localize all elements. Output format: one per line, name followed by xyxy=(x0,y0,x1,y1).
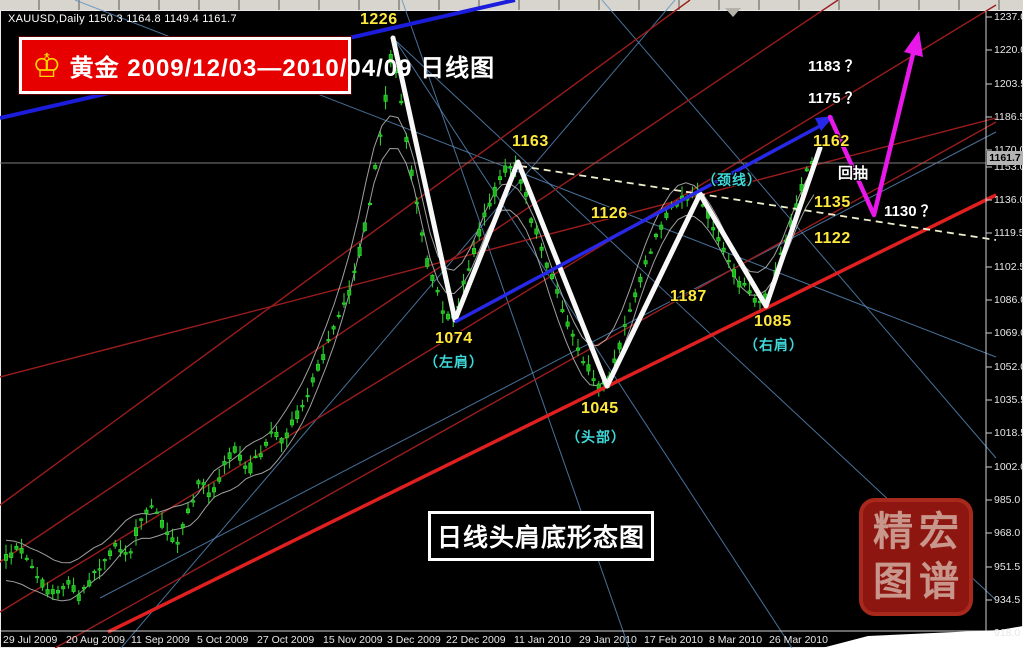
price-tick-label: 1220.0 xyxy=(994,44,1023,56)
price-tick-label: 1052.0 xyxy=(994,361,1023,373)
price-label-1135: 1135 xyxy=(814,194,851,211)
price-axis[interactable]: 1237.0 1220.0 1203.5 1186.5 1170.0 1153.0 1136… xyxy=(986,10,1023,639)
current-price-tag: 1161.7 xyxy=(987,151,1023,165)
price-tick-label: 1018.5 xyxy=(994,427,1023,439)
price-tick-label: 1237.0 xyxy=(994,11,1023,23)
price-label-1126: 1126 xyxy=(591,205,628,222)
crown-icon: ♔ xyxy=(32,46,62,84)
neckline-label: （颈线） xyxy=(702,172,762,188)
pattern-name-box: 日线头肩底形态图 xyxy=(428,511,654,561)
price-label-1187: 1187 xyxy=(670,288,707,305)
price-label-1226: 1226 xyxy=(360,11,398,28)
right-shoulder-label: （右肩） xyxy=(744,337,804,353)
price-tick-label: 1102.5 xyxy=(994,261,1023,273)
banner-text: 黄金 2009/12/03—2010/04/09 日线图 xyxy=(69,55,496,82)
price-tick-label: 1136.0 xyxy=(994,194,1023,206)
price-label-1163: 1163 xyxy=(512,133,549,150)
price-tick-label: 968.0 xyxy=(994,527,1021,539)
title-banner: ♔ 黄金 2009/12/03—2010/04/09 日线图 xyxy=(19,37,494,94)
price-tick-label: 934.5 xyxy=(994,594,1021,606)
pullback-text-label: 回抽 xyxy=(838,165,869,182)
head-label: （头部） xyxy=(566,429,626,445)
price-tick-label: 1002.0 xyxy=(994,461,1023,473)
left-shoulder-label: （左肩） xyxy=(424,354,484,370)
target-label-1175: 1175 ？ xyxy=(808,90,860,107)
price-label-1122: 1122 xyxy=(814,230,851,247)
price-tick-label: 1186.5 xyxy=(994,111,1023,123)
price-label-1074: 1074 xyxy=(435,330,473,347)
target-label-1183: 1183 ？ xyxy=(808,58,860,75)
caret-down-icon[interactable] xyxy=(725,8,741,17)
price-tick-label: 951.5 xyxy=(994,561,1021,573)
pattern-name-text: 日线头肩底形态图 xyxy=(436,524,645,552)
price-label-1045: 1045 xyxy=(581,400,619,417)
price-tick-label: 1035.5 xyxy=(994,394,1023,406)
price-label-1085: 1085 xyxy=(754,313,792,330)
price-tick-label: 985.0 xyxy=(994,494,1021,506)
pullback-label-1130: 1130 ？ xyxy=(884,203,936,220)
price-tick-label: 1086.0 xyxy=(994,294,1023,306)
price-tick-label: 1203.5 xyxy=(994,78,1023,90)
symbol-title: XAUUSD,Daily 1150.3 1164.8 1149.4 1161.7 xyxy=(8,13,237,25)
price-tick-label: 1119.5 xyxy=(994,227,1023,239)
price-tick-label: 1069.0 xyxy=(994,327,1023,339)
price-label-1162: 1162 xyxy=(813,133,850,150)
date-tick-label: 29 Jul 2009 xyxy=(3,634,58,646)
